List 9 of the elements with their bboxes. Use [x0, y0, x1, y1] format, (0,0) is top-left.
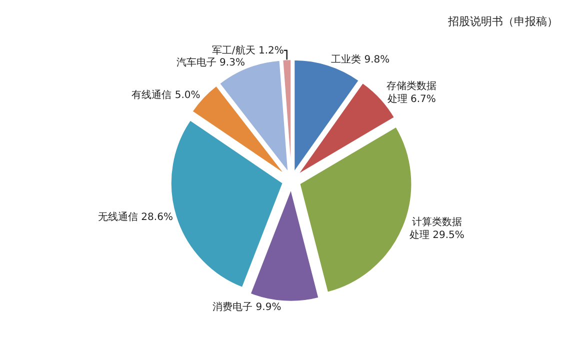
slice-label: 军工/航天 1.2%	[212, 44, 284, 56]
slice-label: 工业类 9.8%	[331, 54, 390, 66]
slice-label: 有线通信 5.0%	[132, 88, 200, 101]
text: 招股说明书（申报稿）	[447, 15, 558, 28]
slice-label: 存储类数据处理 6.7%	[386, 80, 437, 106]
slice-label: 无线通信 28.6%	[98, 210, 173, 223]
slice-label: 汽车电子 9.3%	[176, 56, 245, 68]
slice-label: 消费电子 9.9%	[212, 301, 282, 314]
slice-label: 计算类数据处理 29.5%	[409, 216, 464, 242]
